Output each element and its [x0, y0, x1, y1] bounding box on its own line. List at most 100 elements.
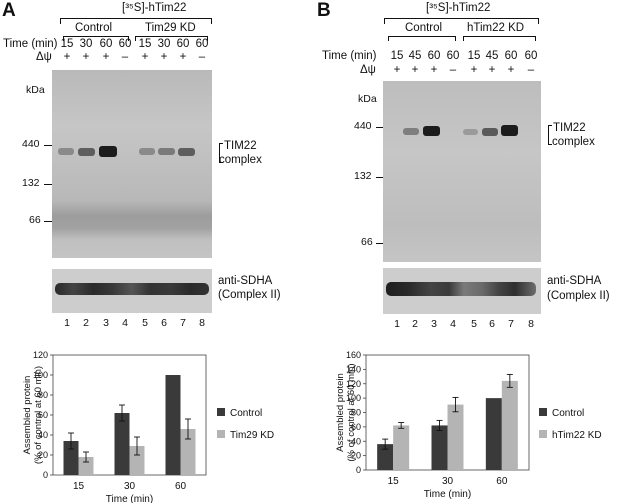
panel-a-chart-ylabel-line-2: (% of control at 60 min)	[33, 366, 44, 464]
panel-b-loading-label-1: anti-SDHA	[547, 275, 602, 287]
panel-a-lane-3: 3	[103, 317, 109, 329]
panel-b-dpsi-7: +	[507, 64, 515, 76]
panel-a-dpsi-1: +	[63, 51, 71, 63]
panel-a-chart-bar-control-30	[114, 413, 130, 475]
panel-a-group-kd: Tim29 KD	[145, 22, 196, 34]
panel-b-lane-7: 7	[508, 318, 514, 330]
panel-a-complex-band-6	[158, 148, 175, 155]
panel-b-complex-band-3	[423, 126, 440, 136]
panel-a-group-control-line	[63, 36, 129, 41]
panel-a-marker-66-tick	[44, 221, 52, 222]
panel-b-chart-ytick-label-160: 160	[346, 350, 361, 360]
panel-a-chart-ytick-label-40: 40	[38, 430, 48, 440]
panel-a-marker-132: 132	[22, 177, 40, 189]
panel-b-group-kd-line	[463, 36, 536, 41]
panel-a-dpsi-6: +	[160, 51, 168, 63]
panel-b-dpsi-6: +	[488, 64, 496, 76]
panel-a-chart-legend-swatch-1	[217, 430, 225, 438]
panel-b-lane-1: 1	[394, 318, 400, 330]
panel-a-time-5: 15	[138, 38, 152, 50]
panel-b-kda-label: kDa	[358, 93, 377, 105]
panel-a-chart-xtick-label-30: 30	[124, 481, 136, 492]
panel-a-chart-ytick-label-120: 120	[33, 350, 48, 360]
panel-a-letter: A	[2, 0, 16, 21]
panel-b-lane-4: 4	[450, 318, 456, 330]
panel-b-chart-bar-control-30	[431, 425, 448, 470]
panel-b-time-5: 15	[467, 50, 481, 62]
panel-a-marker-66: 66	[29, 214, 41, 226]
panel-a-lane-5: 5	[142, 317, 148, 329]
panel-a-lane-7: 7	[180, 317, 186, 329]
panel-a-marker-440-tick	[44, 145, 52, 146]
panel-b-gel	[383, 81, 541, 262]
panel-b-chart-xlabel: Time (min)	[424, 489, 471, 500]
panel-a-protein-label: [³⁵S]-hTim22	[122, 2, 187, 14]
panel-a-time-6: 30	[157, 38, 171, 50]
panel-a-kda-label: kDa	[26, 84, 45, 96]
panel-b-dpsi-4: –	[449, 64, 457, 76]
panel-a-chart-bar-tim29-kd-30	[129, 446, 145, 475]
panel-b-time-6: 45	[485, 50, 499, 62]
panel-b-group-control-line	[388, 36, 456, 41]
panel-b-letter: B	[317, 0, 331, 21]
panel-a-marker-132-tick	[44, 184, 52, 185]
panel-a-gel	[52, 70, 212, 258]
panel-a-time-1: 15	[60, 38, 74, 50]
panel-b-time-8: 60	[524, 50, 538, 62]
panel-b-chart-bar-control-60	[485, 398, 502, 470]
panel-b-dpsi-1: +	[393, 64, 401, 76]
panel-b-dpsi-2: +	[411, 64, 419, 76]
panel-b-marker-440-tick	[376, 127, 383, 128]
panel-b-complex-band-7	[501, 125, 518, 136]
panel-b-protein-bracket	[384, 18, 539, 24]
panel-b-chart-legend-swatch-1	[539, 430, 547, 438]
panel-a-time-label: Time (min)	[3, 38, 58, 50]
panel-a-complex-label-2: complex	[219, 154, 262, 166]
panel-b-marker-66: 66	[361, 236, 373, 248]
panel-b-lane-8: 8	[528, 318, 534, 330]
panel-a-complex-label-1: TIM22	[224, 140, 257, 152]
panel-b-chart-ytick-label-140: 140	[346, 364, 361, 374]
panel-b-time-4: 60	[446, 50, 460, 62]
panel-b-marker-440: 440	[354, 120, 372, 132]
panel-b-dpsi-label: Δψ	[360, 64, 376, 76]
panel-a-chart-bar-tim29-kd-15	[78, 457, 94, 475]
panel-a-chart-bar-tim29-kd-60	[180, 429, 196, 475]
panel-a-smear	[52, 200, 212, 240]
panel-a-time-2: 30	[79, 38, 93, 50]
panel-b-dpsi-8: –	[527, 64, 535, 76]
panel-b-complex-band-5	[463, 129, 478, 135]
panel-a-group-kd-line	[135, 36, 208, 41]
panel-a-complex-band-5	[139, 148, 155, 155]
panel-a-protein-bracket	[60, 18, 212, 24]
panel-b-sdha-band	[386, 282, 536, 296]
panel-a-complex-band-3	[99, 146, 117, 157]
panel-a-chart-xlabel: Time (min)	[106, 494, 153, 503]
panel-b-time-3: 60	[427, 50, 441, 62]
panel-b-marker-132: 132	[354, 170, 372, 182]
panel-a-dpsi-8: –	[198, 51, 206, 63]
panel-b-loading-blot	[383, 268, 541, 314]
panel-b-chart-bar-htim22-kd-30	[447, 404, 464, 470]
panel-b-chart-ytick-label-100: 100	[346, 393, 361, 403]
panel-a-chart-ytick-label-60: 60	[38, 410, 48, 420]
panel-b-marker-66-tick	[376, 243, 383, 244]
panel-a-complex-band-7	[178, 148, 195, 156]
panel-a-chart-ytick-label-80: 80	[38, 390, 48, 400]
panel-a-chart-legend-swatch-0	[217, 408, 225, 416]
panel-b-complex-label-2: complex	[552, 136, 595, 148]
panel-b-chart-xtick-label-60: 60	[496, 476, 508, 487]
panel-a-dpsi-2: +	[82, 51, 90, 63]
panel-a-sdha-band	[55, 283, 209, 295]
panel-a-chart-ylabel-line-1: Assembled protein	[22, 376, 33, 455]
panel-b-chart-ylabel-line-1: Assembled protein	[335, 373, 346, 452]
panel-a-loading-label-2: (Complex II)	[218, 289, 281, 301]
panel-a-chart-xtick-label-15: 15	[73, 481, 85, 492]
panel-a-time-4: 60	[118, 38, 132, 50]
panel-a-chart-legend-label-1: Tim29 KD	[230, 430, 274, 441]
panel-a-chart-bar-control-15	[63, 441, 79, 475]
panel-b-time-2: 45	[408, 50, 422, 62]
panel-b-chart-ytick-label-20: 20	[351, 451, 361, 461]
